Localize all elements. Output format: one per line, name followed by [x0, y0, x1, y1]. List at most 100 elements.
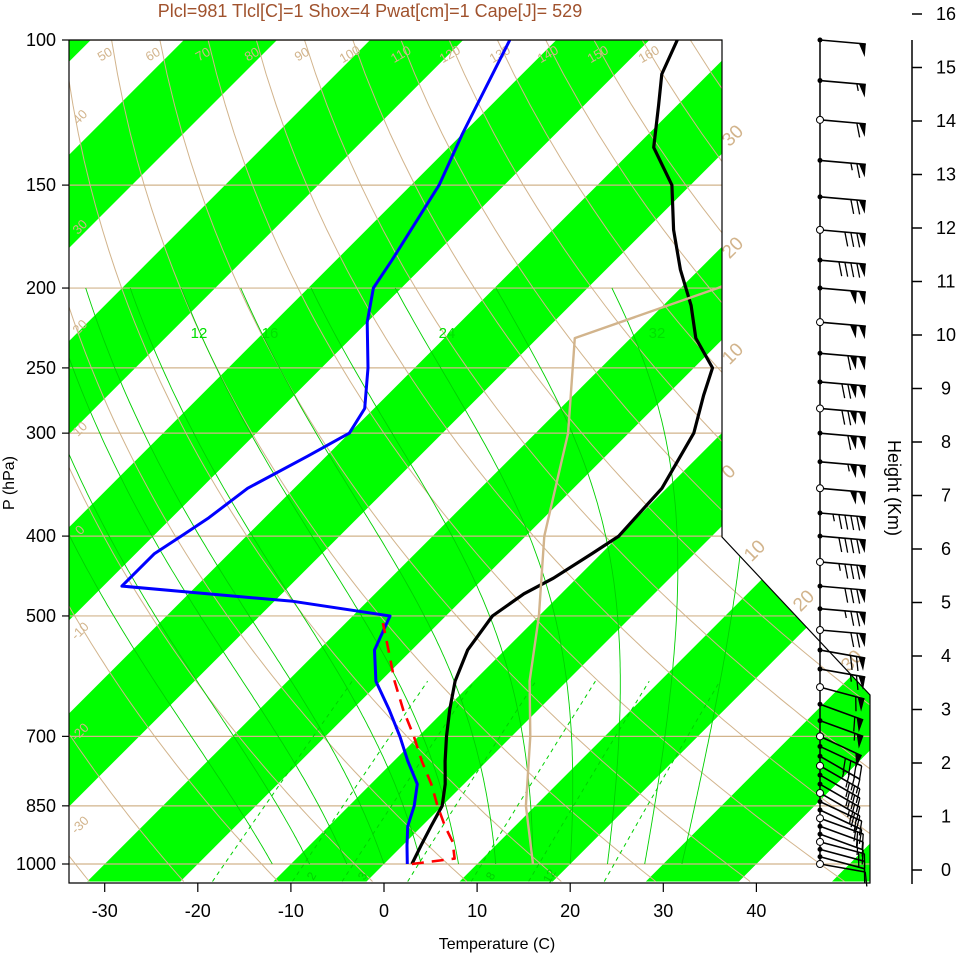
- barb-feather: [853, 716, 856, 732]
- temperature-label: 20: [789, 586, 819, 616]
- height-tick-label: 1: [941, 807, 951, 827]
- barb-pennant: [856, 717, 864, 733]
- wind-barb: [817, 459, 866, 479]
- barb-feather: [847, 384, 852, 399]
- wind-barb: [816, 761, 861, 804]
- barb-feather: [847, 760, 852, 776]
- barb-station-dot: [817, 701, 823, 707]
- barb-pennant: [858, 675, 866, 690]
- barb-feather: [847, 410, 852, 426]
- wind-barb: [817, 430, 866, 451]
- barb-feather: [850, 611, 855, 626]
- barb-feather: [850, 538, 855, 554]
- dewpoint-profile: [120, 40, 512, 865]
- barb-pennant: [849, 384, 857, 399]
- dry-adiabat: [304, 40, 870, 882]
- barb-feather: [850, 515, 855, 531]
- barb-staff: [819, 703, 864, 721]
- mixing-ratio-line: [470, 680, 596, 882]
- temperature-label: 40: [69, 106, 90, 127]
- barb-pennant: [849, 411, 857, 425]
- barb-staff: [819, 79, 866, 86]
- mixing-ratio-label: 12: [540, 866, 559, 885]
- barb-station-dot: [817, 823, 823, 829]
- barb-pennant: [858, 436, 866, 451]
- barb-staff: [819, 800, 863, 822]
- barb-staff: [819, 229, 866, 235]
- barb-station-dot: [817, 854, 823, 860]
- barb-station-dot: [817, 285, 823, 291]
- height-tick-label: 11: [937, 272, 956, 292]
- barb-station-dot: [817, 606, 823, 612]
- dry-adiabat: [69, 40, 279, 882]
- wind-barb: [816, 683, 865, 712]
- wind-barb-column: [816, 37, 868, 887]
- barb-pennant: [858, 565, 866, 579]
- barb-staff: [819, 745, 863, 767]
- barb-feather: [844, 515, 849, 530]
- barb-feather: [855, 675, 859, 691]
- barb-feather: [838, 261, 843, 277]
- barb-station-dot: [817, 459, 823, 465]
- wind-barb: [816, 404, 866, 426]
- isotherm-band: [69, 40, 482, 882]
- temperature-profile: [410, 40, 715, 865]
- wind-barb: [817, 666, 866, 691]
- barb-feather: [850, 785, 856, 801]
- barb-feather: [850, 776, 856, 791]
- wind-barb: [817, 379, 866, 399]
- barb-staff: [819, 352, 866, 359]
- barb-station-dot: [816, 115, 824, 124]
- pressure-tick-label: 700: [26, 726, 56, 746]
- moist-adiabat-label: 12: [191, 325, 208, 342]
- height-tick-label: 5: [941, 593, 951, 613]
- moist-adiabat-label: 24: [439, 325, 456, 342]
- barb-staff: [819, 159, 866, 166]
- barb-station-dot: [817, 157, 823, 163]
- barb-pennant: [858, 356, 866, 371]
- barb-half-feather: [853, 733, 856, 741]
- barb-feather: [844, 564, 849, 579]
- dry-adiabat: [69, 40, 468, 882]
- barb-pennant: [858, 539, 866, 554]
- barb-feather: [856, 611, 861, 627]
- moist-adiabat: [495, 287, 621, 865]
- dry-adiabat: [69, 40, 185, 882]
- height-tick-label: 0: [941, 860, 951, 880]
- height-tick-label: 12: [936, 218, 956, 238]
- barb-staff: [819, 848, 865, 863]
- temperature-tick-label: 30: [653, 901, 673, 921]
- barb-half-feather: [844, 610, 847, 619]
- height-tick-label: 13: [936, 165, 956, 185]
- barb-station-dot: [817, 799, 823, 805]
- temperature-label: 30: [718, 121, 748, 151]
- barb-station-dot: [817, 37, 823, 43]
- barb-feather: [850, 564, 855, 580]
- barb-station-dot: [816, 318, 824, 327]
- pressure-tick-label: 150: [26, 175, 56, 195]
- moist-adiabat: [85, 287, 385, 865]
- barb-staff: [819, 381, 866, 387]
- height-tick-label: 14: [936, 111, 956, 131]
- barb-feather: [847, 435, 852, 451]
- barb-pennant: [849, 290, 857, 305]
- moist-adiabat: [180, 287, 459, 865]
- wind-barb: [817, 285, 866, 306]
- height-tick-label: 15: [936, 58, 956, 78]
- wind-barb: [817, 533, 866, 554]
- barb-feather: [856, 565, 861, 580]
- barb-pennant: [858, 612, 866, 626]
- barb-station-dot: [816, 404, 824, 413]
- wind-barb: [817, 743, 863, 781]
- barb-station-dot: [817, 533, 823, 539]
- barb-feather: [856, 163, 861, 179]
- barb-feather: [856, 232, 861, 248]
- barb-pennant: [858, 516, 866, 530]
- moist-adiabat: [310, 287, 534, 865]
- barb-station-dot: [817, 257, 823, 263]
- barb-staff: [819, 119, 866, 125]
- barb-staff: [819, 535, 866, 541]
- wind-barb: [817, 157, 866, 179]
- wind-barb: [817, 718, 864, 749]
- barb-staff: [819, 855, 865, 870]
